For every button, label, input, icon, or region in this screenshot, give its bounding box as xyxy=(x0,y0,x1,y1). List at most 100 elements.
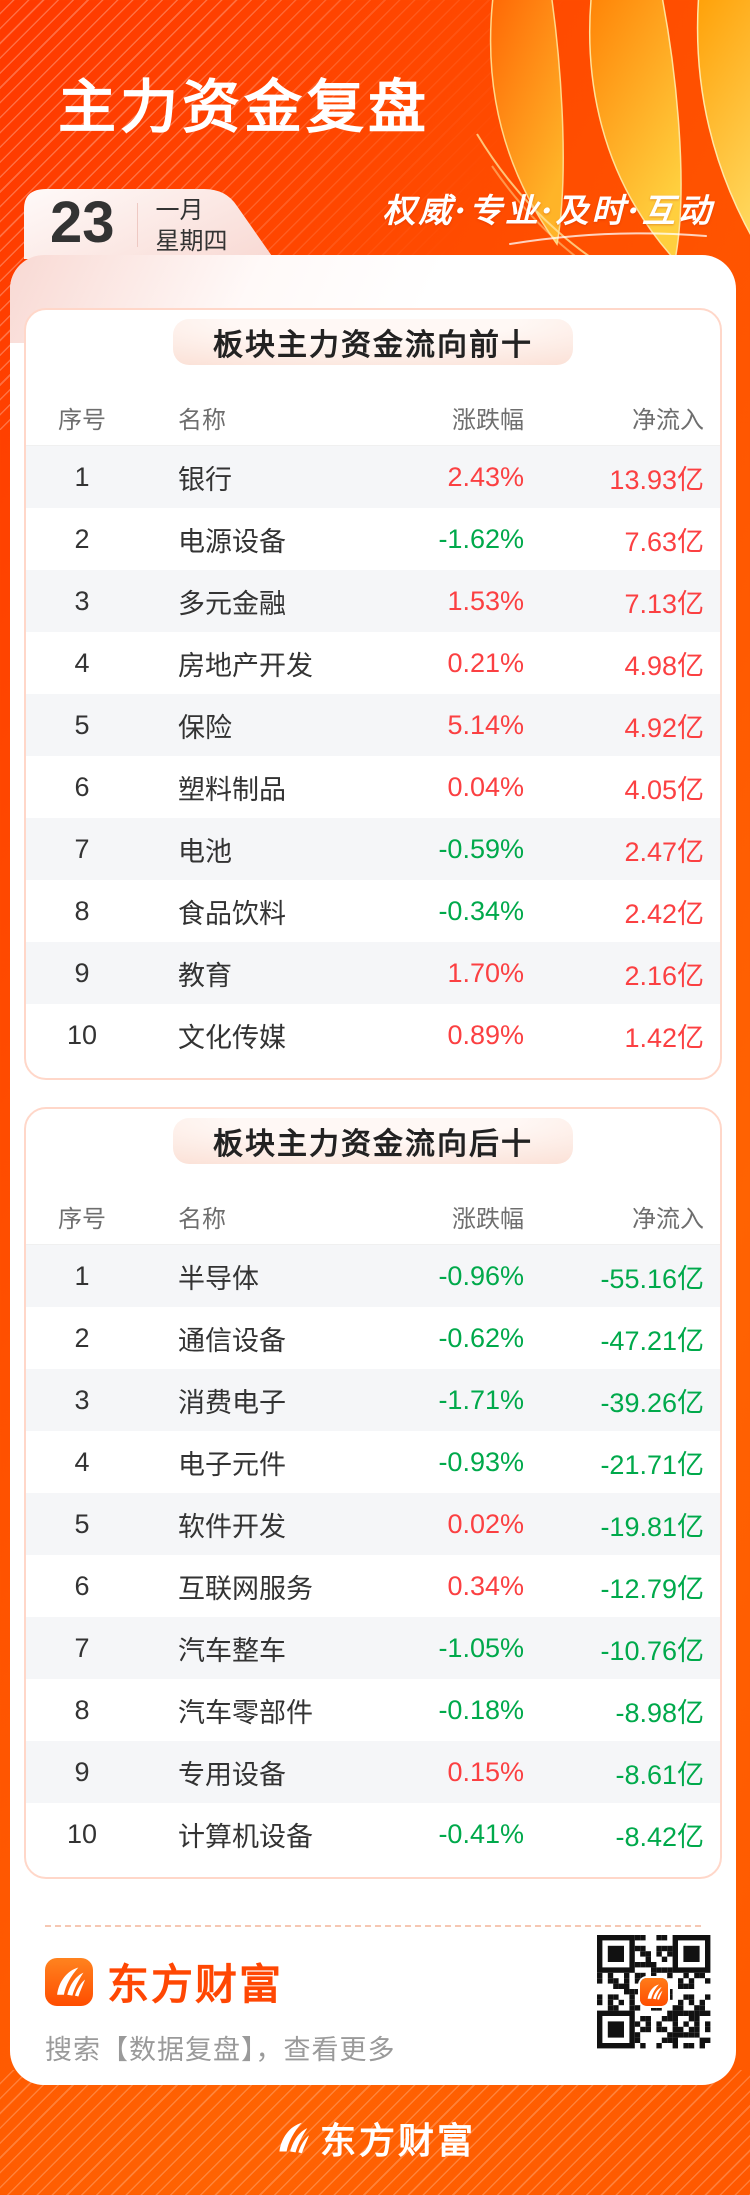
row-index: 1 xyxy=(74,461,90,492)
table-rows: 1 半导体 -0.96% -55.16亿 2 通信设备 -0.62% -47.21亿 3 消费电子… xyxy=(26,1245,720,1877)
sector-name: 半导体 xyxy=(178,1263,259,1294)
table-row: 1 半导体 -0.96% -55.16亿 xyxy=(26,1245,720,1307)
eastmoney-logo-icon xyxy=(45,1957,93,2006)
net-inflow: -8.61亿 xyxy=(615,1759,704,1790)
content-card: 板块主力资金流向前十 序号 名称 涨跌幅 净流入 1 银行 2.43% 13.93亿 2… xyxy=(10,255,736,2085)
row-index: 8 xyxy=(74,1694,90,1725)
table-row: 6 互联网服务 0.34% -12.79亿 xyxy=(26,1555,720,1617)
sector-name: 塑料制品 xyxy=(178,774,286,805)
change-percent: 0.89% xyxy=(447,1019,524,1050)
net-inflow: -55.16亿 xyxy=(600,1263,704,1294)
table-row: 5 保险 5.14% 4.92亿 xyxy=(26,694,720,756)
net-inflow: -19.81亿 xyxy=(600,1511,704,1542)
net-inflow: -10.76亿 xyxy=(600,1635,704,1666)
search-hint-text: 搜索【数据复盘】，查看更多 xyxy=(45,2035,396,2065)
table-row: 2 电源设备 -1.62% 7.63亿 xyxy=(26,508,720,570)
table-title: 板块主力资金流向后十 xyxy=(173,1118,573,1164)
footer: 东方财富 搜索【数据复盘】，查看更多 xyxy=(45,1925,715,2101)
slogan-underline-swoosh xyxy=(509,232,707,245)
change-percent: -1.71% xyxy=(438,1384,524,1415)
net-inflow: 4.92亿 xyxy=(624,712,704,743)
table-row: 4 电子元件 -0.93% -21.71亿 xyxy=(26,1431,720,1493)
change-percent: -0.41% xyxy=(438,1818,524,1849)
table-row: 8 食品饮料 -0.34% 2.42亿 xyxy=(26,880,720,942)
row-index: 4 xyxy=(74,1446,90,1477)
table-row: 3 消费电子 -1.71% -39.26亿 xyxy=(26,1369,720,1431)
change-percent: -0.34% xyxy=(438,895,524,926)
eastmoney-swoosh-icon xyxy=(274,2120,310,2156)
page-title: 主力资金复盘 xyxy=(58,75,431,140)
sector-name: 汽车零部件 xyxy=(178,1697,313,1728)
qr-center-logo-icon xyxy=(640,1978,668,2006)
table-row: 10 文化传媒 0.89% 1.42亿 xyxy=(26,1004,720,1066)
table-title: 板块主力资金流向前十 xyxy=(173,319,573,365)
table-row: 9 专用设备 0.15% -8.61亿 xyxy=(26,1741,720,1803)
table-row: 1 银行 2.43% 13.93亿 xyxy=(26,446,720,508)
change-percent: -0.62% xyxy=(438,1322,524,1353)
qr-code xyxy=(593,1931,715,2053)
table-row: 7 汽车整车 -1.05% -10.76亿 xyxy=(26,1617,720,1679)
slogan-text: 权威·专业·及时·互动 xyxy=(382,191,714,230)
sector-name: 通信设备 xyxy=(178,1325,286,1356)
table-row: 6 塑料制品 0.04% 4.05亿 xyxy=(26,756,720,818)
column-header-net: 净流入 xyxy=(632,1205,704,1233)
change-percent: -0.59% xyxy=(438,833,524,864)
column-header-net: 净流入 xyxy=(632,406,704,434)
row-index: 3 xyxy=(74,585,90,616)
row-index: 9 xyxy=(74,1756,90,1787)
row-index: 10 xyxy=(66,1019,98,1050)
row-index: 4 xyxy=(74,647,90,678)
change-percent: 0.04% xyxy=(447,771,524,802)
change-percent: 2.43% xyxy=(447,461,524,492)
date-weekday: 星期四 xyxy=(155,228,228,255)
table-row: 9 教育 1.70% 2.16亿 xyxy=(26,942,720,1004)
row-index: 5 xyxy=(74,1508,90,1539)
row-index: 5 xyxy=(74,709,90,740)
change-percent: -0.18% xyxy=(438,1694,524,1725)
net-inflow: 2.16亿 xyxy=(624,960,704,991)
sector-name: 教育 xyxy=(178,960,232,991)
table-row: 2 通信设备 -0.62% -47.21亿 xyxy=(26,1307,720,1369)
table-row: 8 汽车零部件 -0.18% -8.98亿 xyxy=(26,1679,720,1741)
column-header-name: 名称 xyxy=(178,406,226,434)
date-day: 23 xyxy=(50,190,115,255)
net-inflow: -8.98亿 xyxy=(615,1697,704,1728)
table-header-row: 序号 名称 涨跌幅 净流入 xyxy=(26,389,720,446)
row-index: 10 xyxy=(66,1818,98,1849)
table-row: 10 计算机设备 -0.41% -8.42亿 xyxy=(26,1803,720,1865)
sector-name: 电源设备 xyxy=(178,526,286,557)
sector-name: 软件开发 xyxy=(178,1511,286,1542)
change-percent: 5.14% xyxy=(447,709,524,740)
net-inflow: 13.93亿 xyxy=(609,464,704,495)
change-percent: 0.02% xyxy=(447,1508,524,1539)
column-header-index: 序号 xyxy=(58,1205,106,1233)
brand-name: 东方财富 xyxy=(107,1961,284,2008)
table-row: 7 电池 -0.59% 2.47亿 xyxy=(26,818,720,880)
bottom-brand-name: 东方财富 xyxy=(319,2120,476,2161)
change-percent: 1.53% xyxy=(447,585,524,616)
change-percent: 1.70% xyxy=(447,957,524,988)
net-inflow: -47.21亿 xyxy=(600,1325,704,1356)
sector-name: 汽车整车 xyxy=(178,1635,286,1666)
sector-name: 房地产开发 xyxy=(178,650,313,681)
net-inflow: -12.79亿 xyxy=(600,1573,704,1604)
row-index: 7 xyxy=(74,1632,90,1663)
column-header-name: 名称 xyxy=(178,1205,226,1233)
row-index: 3 xyxy=(74,1384,90,1415)
bottom-brand-bar: 东方财富 xyxy=(0,2112,750,2164)
change-percent: -1.05% xyxy=(438,1632,524,1663)
sector-name: 电子元件 xyxy=(178,1449,286,1480)
net-inflow: 7.63亿 xyxy=(624,526,704,557)
table-row: 5 软件开发 0.02% -19.81亿 xyxy=(26,1493,720,1555)
column-header-index: 序号 xyxy=(58,406,106,434)
net-inflow: 2.47亿 xyxy=(624,836,704,867)
change-percent: -0.96% xyxy=(438,1260,524,1291)
net-inflow: 1.42亿 xyxy=(624,1022,704,1053)
change-percent: 0.15% xyxy=(447,1756,524,1787)
net-inflow: 4.98亿 xyxy=(624,650,704,681)
sector-name: 保险 xyxy=(178,712,232,743)
column-header-change: 涨跌幅 xyxy=(452,1205,524,1233)
row-index: 8 xyxy=(74,895,90,926)
row-index: 1 xyxy=(74,1260,90,1291)
change-percent: 0.21% xyxy=(447,647,524,678)
